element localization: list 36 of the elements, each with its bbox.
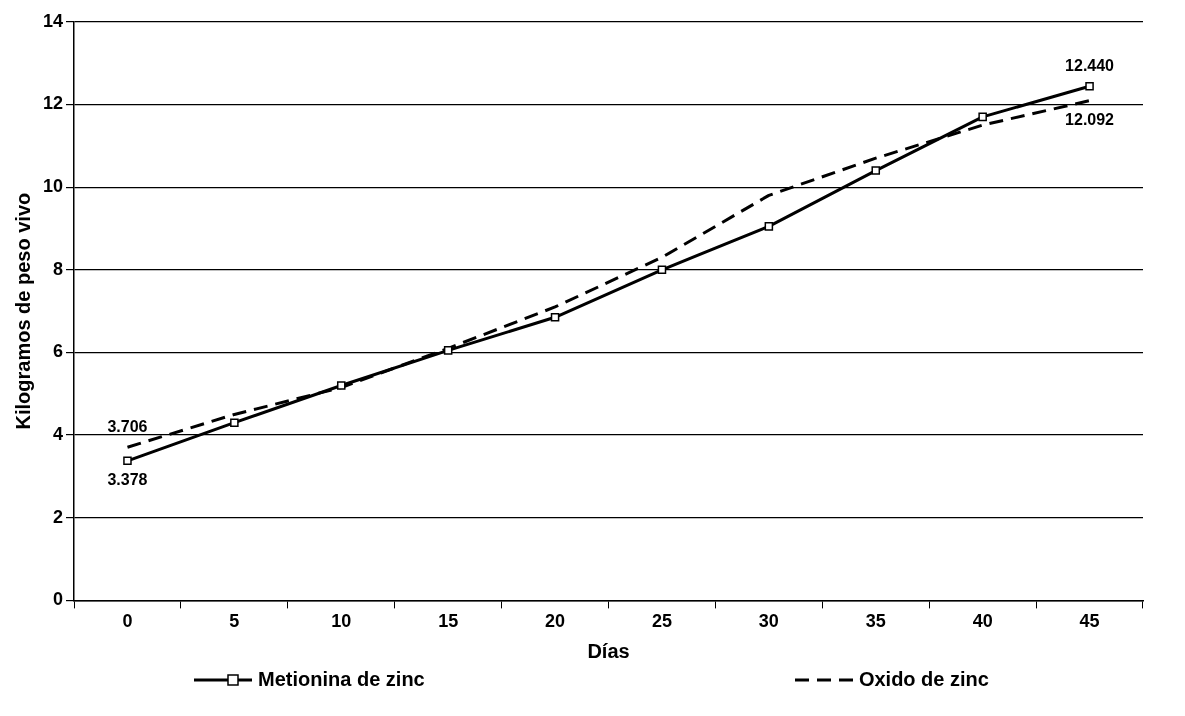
y-tick-label: 10: [42, 176, 64, 197]
x-axis-title: Días: [587, 639, 630, 662]
point: [443, 346, 453, 355]
point: [1085, 81, 1094, 91]
x-tick-label: 15: [438, 611, 459, 632]
y-tick-label: 4: [53, 424, 64, 445]
point: [336, 381, 346, 390]
y-tick-label: 8: [53, 258, 64, 279]
x-tick-label: 40: [972, 611, 993, 632]
data-label: 3.378: [107, 471, 148, 489]
point: [978, 112, 987, 122]
x-tick-label: 35: [865, 611, 886, 632]
point: [764, 222, 774, 231]
y-tick-label: 6: [53, 341, 64, 362]
x-tick-label: 25: [651, 611, 672, 632]
x-tick-label: 10: [331, 611, 352, 632]
y-axis-title: Kilogramos de peso vivo: [11, 192, 34, 430]
data-label: 12.092: [1065, 111, 1115, 129]
point: [230, 418, 239, 427]
y-tick-label: 12: [42, 93, 64, 114]
data-label: 12.440: [1065, 56, 1115, 74]
y-tick-label: 0: [53, 589, 64, 610]
x-tick-label: 30: [758, 611, 779, 632]
point: [550, 313, 560, 322]
x-tick-label: 45: [1079, 611, 1100, 632]
x-tick-label: 0: [122, 611, 133, 632]
point: [123, 456, 132, 466]
point: [657, 265, 667, 275]
x-tick-label: 20: [545, 611, 566, 632]
legend-label: Metionina de zinc: [258, 668, 425, 691]
y-tick-label: 2: [53, 506, 64, 527]
y-tick-label: 14: [42, 10, 64, 31]
point: [871, 166, 881, 175]
data-label: 3.706: [107, 417, 148, 435]
x-tick-label: 5: [229, 611, 240, 632]
legend-label: Oxido de zinc: [858, 668, 989, 691]
